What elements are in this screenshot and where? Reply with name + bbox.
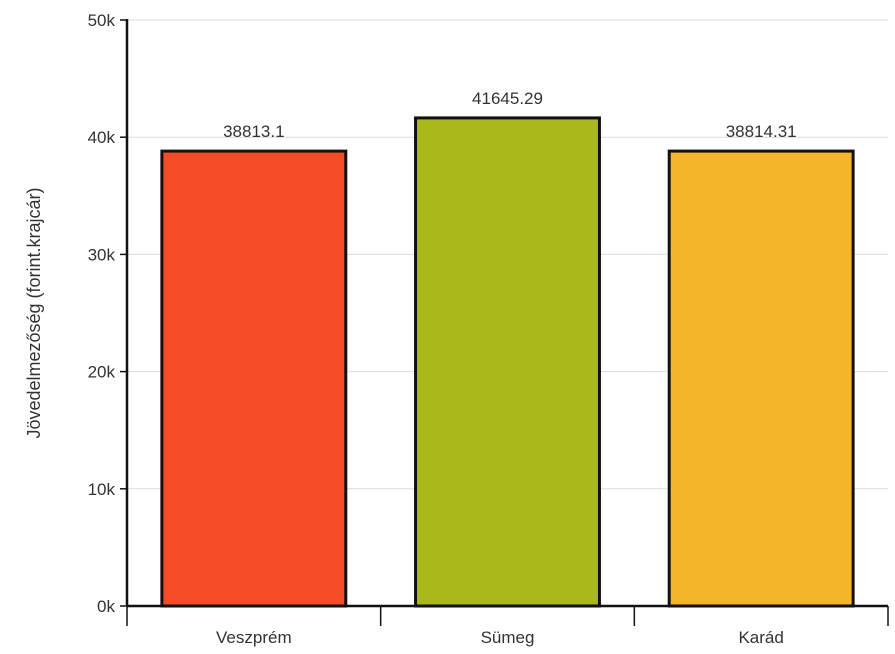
- bar-veszprém[interactable]: [160, 149, 348, 608]
- x-tick-label: Veszprém: [216, 628, 292, 647]
- x-tick-label: Karád: [738, 628, 783, 647]
- bar-value-label: 38813.1: [223, 122, 284, 141]
- axes: [120, 19, 889, 626]
- y-tick-label: 40k: [88, 128, 116, 147]
- bar-value-label: 41645.29: [472, 89, 543, 108]
- y-tick-label: 30k: [88, 245, 116, 264]
- x-tick-label: Sümeg: [481, 628, 535, 647]
- y-tick-label: 50k: [88, 11, 116, 30]
- bar-value-label: 38814.31: [726, 122, 797, 141]
- bar-sümeg[interactable]: [414, 116, 601, 608]
- bars: [160, 116, 855, 608]
- y-axis-title: Jövedelmezőség (forint.krajcár): [24, 187, 44, 438]
- labels: 0k 10k 20k 30k 40k 50k 38813.1 Veszprém 41645.29…: [88, 11, 797, 647]
- y-tick-label: 10k: [88, 480, 116, 499]
- y-tick-label: 0k: [97, 597, 115, 616]
- y-tick-label: 20k: [88, 363, 116, 382]
- bar-karád[interactable]: [667, 149, 855, 608]
